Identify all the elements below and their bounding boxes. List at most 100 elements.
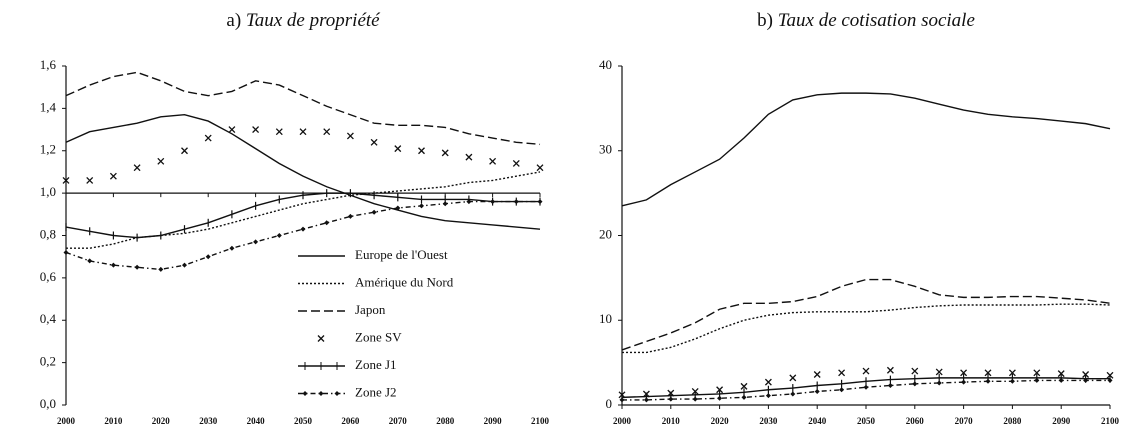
marker-stroke bbox=[323, 128, 331, 136]
x-tick-label: 2070 bbox=[955, 416, 974, 426]
marker-x bbox=[275, 128, 283, 136]
marker-diamond bbox=[537, 199, 543, 205]
marker-stroke bbox=[394, 145, 402, 153]
x-tick-label: 2060 bbox=[341, 416, 360, 426]
marker-stroke bbox=[157, 157, 165, 165]
marker-stroke bbox=[536, 164, 544, 172]
y-tick-label: 0,6 bbox=[40, 269, 57, 284]
marker-stroke bbox=[1057, 370, 1065, 378]
legend-label: Zone J1 bbox=[355, 357, 397, 372]
marker-diamond bbox=[1058, 377, 1064, 383]
marker-diamond bbox=[182, 262, 187, 268]
marker-diamond bbox=[466, 199, 472, 205]
marker-x bbox=[911, 367, 919, 375]
marker-diamond bbox=[513, 199, 519, 205]
x-tick-label: 2040 bbox=[247, 416, 266, 426]
x-tick-label: 2100 bbox=[1101, 416, 1120, 426]
panel-label: a) bbox=[226, 10, 241, 31]
marker-diamond bbox=[87, 258, 93, 264]
y-tick-label: 40 bbox=[599, 57, 612, 72]
legend-label: Japon bbox=[355, 302, 386, 317]
marker-stroke bbox=[838, 369, 846, 377]
marker-stroke bbox=[960, 369, 968, 377]
marker-stroke bbox=[346, 132, 354, 140]
series-line bbox=[621, 92, 1111, 207]
marker-diamond bbox=[1034, 377, 1040, 383]
marker-stroke bbox=[862, 367, 870, 375]
marker-diamond bbox=[419, 203, 424, 209]
marker-x bbox=[536, 164, 544, 172]
marker-stroke bbox=[441, 149, 449, 157]
marker-x bbox=[394, 145, 402, 153]
marker-diamond bbox=[300, 226, 306, 232]
marker-diamond bbox=[790, 391, 796, 397]
marker-x bbox=[960, 369, 968, 377]
marker-x bbox=[181, 147, 188, 155]
marker-diamond bbox=[912, 381, 918, 387]
y-tick-label: 0,0 bbox=[40, 396, 56, 411]
marker-stroke bbox=[86, 176, 94, 184]
y-tick-label: 1,4 bbox=[40, 99, 57, 114]
marker-x bbox=[299, 128, 307, 136]
marker-diamond bbox=[961, 379, 967, 385]
x-tick-label: 2050 bbox=[294, 416, 313, 426]
marker-x bbox=[935, 368, 943, 376]
chart-title: a) Taux de propriété bbox=[226, 10, 381, 31]
marker-x bbox=[789, 374, 797, 382]
marker-stroke bbox=[512, 160, 520, 167]
marker-diamond bbox=[863, 384, 869, 390]
marker-stroke bbox=[62, 176, 70, 184]
series-line bbox=[65, 114, 541, 230]
marker-stroke bbox=[716, 386, 724, 394]
marker-stroke bbox=[789, 374, 797, 382]
marker-diamond bbox=[110, 262, 116, 268]
x-tick-label: 2080 bbox=[436, 416, 455, 426]
legend-marker bbox=[334, 391, 340, 396]
marker-diamond bbox=[253, 239, 259, 245]
marker-x bbox=[317, 335, 325, 342]
marker-x bbox=[740, 382, 748, 390]
marker-x bbox=[813, 371, 821, 378]
marker-stroke bbox=[109, 172, 117, 180]
marker-x bbox=[252, 126, 260, 134]
marker-stroke bbox=[489, 157, 497, 165]
legend-label: Zone SV bbox=[355, 329, 402, 344]
x-tick-label: 2060 bbox=[906, 416, 925, 426]
marker-stroke bbox=[418, 147, 425, 155]
series-line bbox=[622, 303, 1111, 354]
marker-stroke bbox=[465, 153, 473, 161]
marker-diamond bbox=[276, 233, 282, 238]
marker-x bbox=[489, 157, 497, 165]
marker-stroke bbox=[886, 366, 894, 374]
marker-diamond bbox=[134, 264, 140, 270]
marker-stroke bbox=[204, 134, 212, 142]
legend-label: Europe de l'Ouest bbox=[355, 247, 448, 262]
panel: b) Taux de cotisation sociale01020304020… bbox=[599, 10, 1120, 426]
legend-marker bbox=[302, 391, 308, 396]
marker-x bbox=[886, 366, 894, 374]
marker-stroke bbox=[1033, 369, 1041, 377]
x-tick-label: 2020 bbox=[152, 416, 171, 426]
marker-diamond bbox=[717, 395, 723, 401]
marker-stroke bbox=[252, 126, 260, 134]
x-tick-label: 2010 bbox=[662, 416, 681, 426]
marker-stroke bbox=[1082, 371, 1090, 378]
marker-diamond bbox=[442, 201, 448, 207]
marker-diamond bbox=[205, 254, 211, 260]
panel-label: b) bbox=[757, 10, 773, 31]
marker-stroke bbox=[813, 371, 821, 378]
y-tick-label: 30 bbox=[599, 142, 612, 157]
x-tick-label: 2040 bbox=[808, 416, 827, 426]
x-tick-label: 2000 bbox=[57, 416, 76, 426]
marker-x bbox=[441, 149, 449, 157]
marker-diamond bbox=[158, 266, 164, 272]
x-tick-label: 2100 bbox=[531, 416, 550, 426]
marker-diamond bbox=[324, 220, 330, 226]
x-tick-label: 2070 bbox=[389, 416, 408, 426]
marker-stroke bbox=[740, 382, 748, 390]
marker-x bbox=[323, 128, 331, 136]
marker-stroke bbox=[370, 138, 378, 146]
legend-marker bbox=[318, 391, 324, 396]
marker-x bbox=[370, 138, 378, 146]
